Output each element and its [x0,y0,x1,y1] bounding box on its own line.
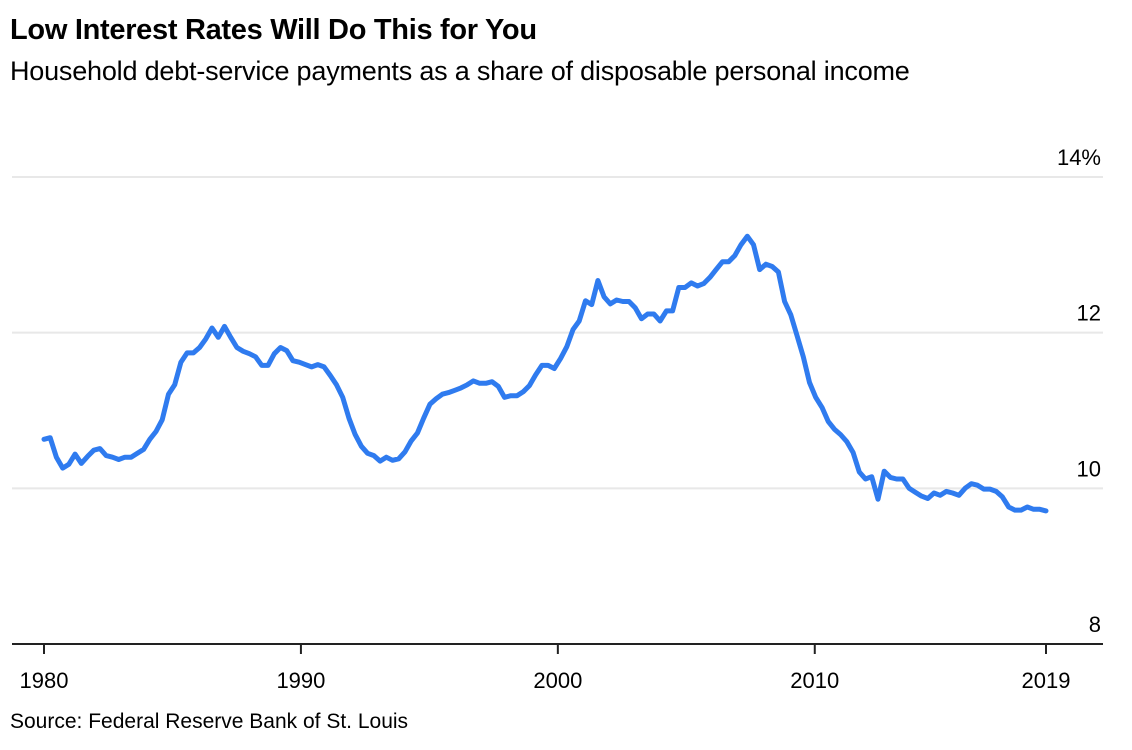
x-tick-label: 2000 [533,668,582,693]
y-axis-ticks: 14% 12 10 8 [1057,145,1101,637]
series-group [41,233,1049,514]
x-axis: 1980 1990 2000 2010 2019 [12,643,1103,693]
y-tick-label: 10 [1077,456,1101,481]
y-tick-label: 8 [1089,612,1101,637]
chart-title: Low Interest Rates Will Do This for You [10,14,537,46]
x-tick-label: 1990 [276,668,325,693]
y-tick-label: 14% [1057,145,1101,170]
source-note: Source: Federal Reserve Bank of St. Loui… [10,710,409,733]
gridlines [12,176,1103,490]
y-tick-label: 12 [1077,301,1101,326]
x-tick-label: 1980 [20,668,69,693]
chart-subtitle: Household debt-service payments as a sha… [10,56,910,86]
x-tick-label: 2019 [1022,668,1071,693]
x-tick-label: 2010 [790,668,839,693]
series-line-0 [41,233,1049,514]
